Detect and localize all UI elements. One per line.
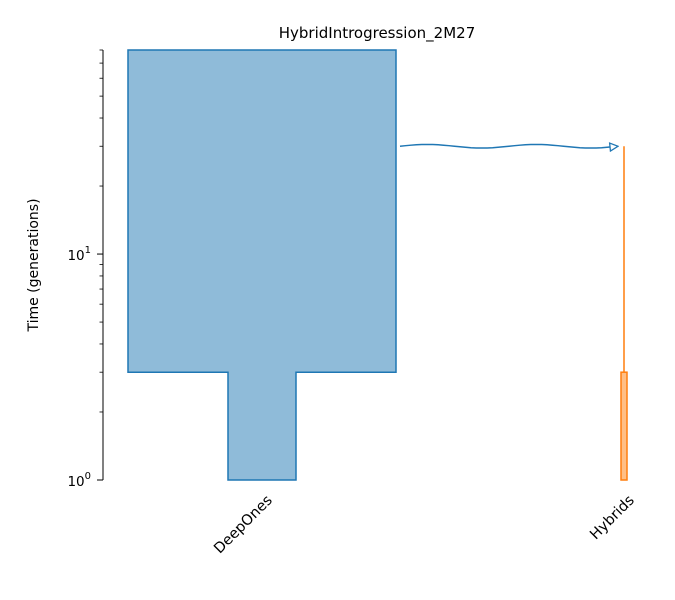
chart-title: HybridIntrogression_2M27 bbox=[279, 24, 476, 43]
x-tick-label-deepones: DeepOnes bbox=[211, 493, 276, 558]
y-axis: 100 101 bbox=[67, 49, 104, 490]
y-tick-label: 100 bbox=[67, 471, 91, 490]
pulse-arrow bbox=[399, 144, 618, 148]
deme-hybrids-shape bbox=[620, 371, 628, 481]
plot-area bbox=[127, 49, 628, 481]
deme-deepones-shape bbox=[127, 49, 397, 481]
x-tick-label-hybrids: Hybrids bbox=[587, 493, 638, 544]
y-axis-label: Time (generations) bbox=[26, 198, 42, 332]
y-tick-label: 101 bbox=[67, 245, 91, 264]
